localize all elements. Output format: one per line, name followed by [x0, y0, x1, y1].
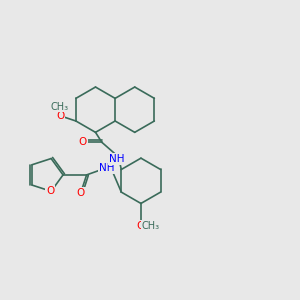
Text: O: O [46, 186, 54, 196]
Text: O: O [78, 137, 86, 147]
Text: CH₃: CH₃ [142, 221, 160, 231]
Text: NH: NH [99, 163, 114, 173]
Text: CH₃: CH₃ [51, 101, 69, 112]
Text: NH: NH [110, 154, 125, 164]
Text: O: O [56, 112, 64, 122]
Text: O: O [76, 188, 85, 198]
Text: O: O [137, 221, 145, 231]
